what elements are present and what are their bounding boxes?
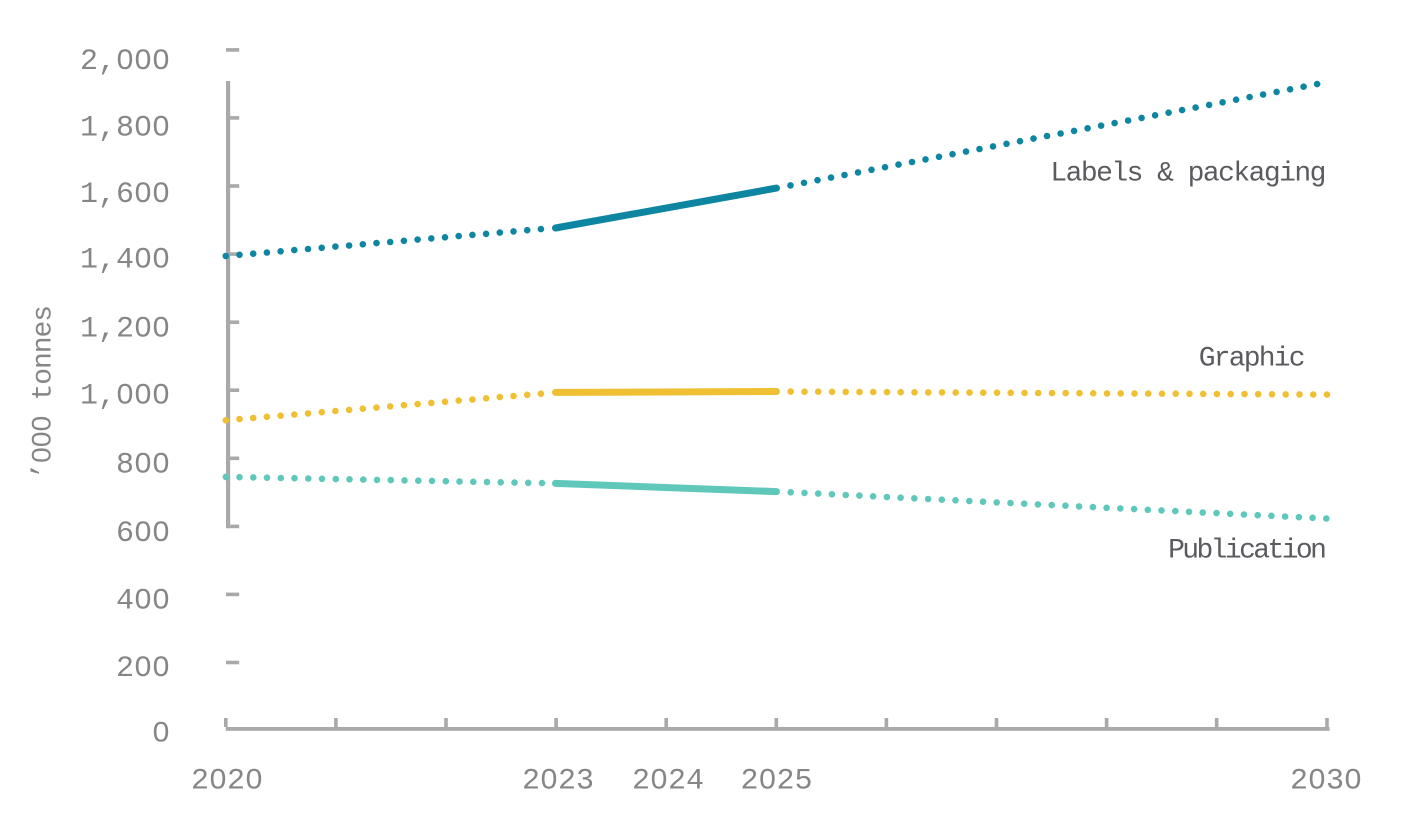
svg-text:2025: 2025 (740, 765, 812, 799)
svg-text:1,800: 1,800 (80, 111, 170, 145)
svg-text:’000 tonnes: ’000 tonnes (28, 306, 59, 479)
svg-text:1,600: 1,600 (80, 178, 170, 212)
svg-text:1,400: 1,400 (80, 243, 170, 277)
svg-text:Graphic: Graphic (1199, 344, 1304, 375)
svg-text:1,200: 1,200 (80, 312, 170, 346)
svg-text:2024: 2024 (632, 765, 704, 799)
svg-text:Publication: Publication (1168, 536, 1325, 567)
svg-text:Labels & packaging: Labels & packaging (1050, 159, 1325, 190)
svg-text:2023: 2023 (522, 765, 594, 799)
